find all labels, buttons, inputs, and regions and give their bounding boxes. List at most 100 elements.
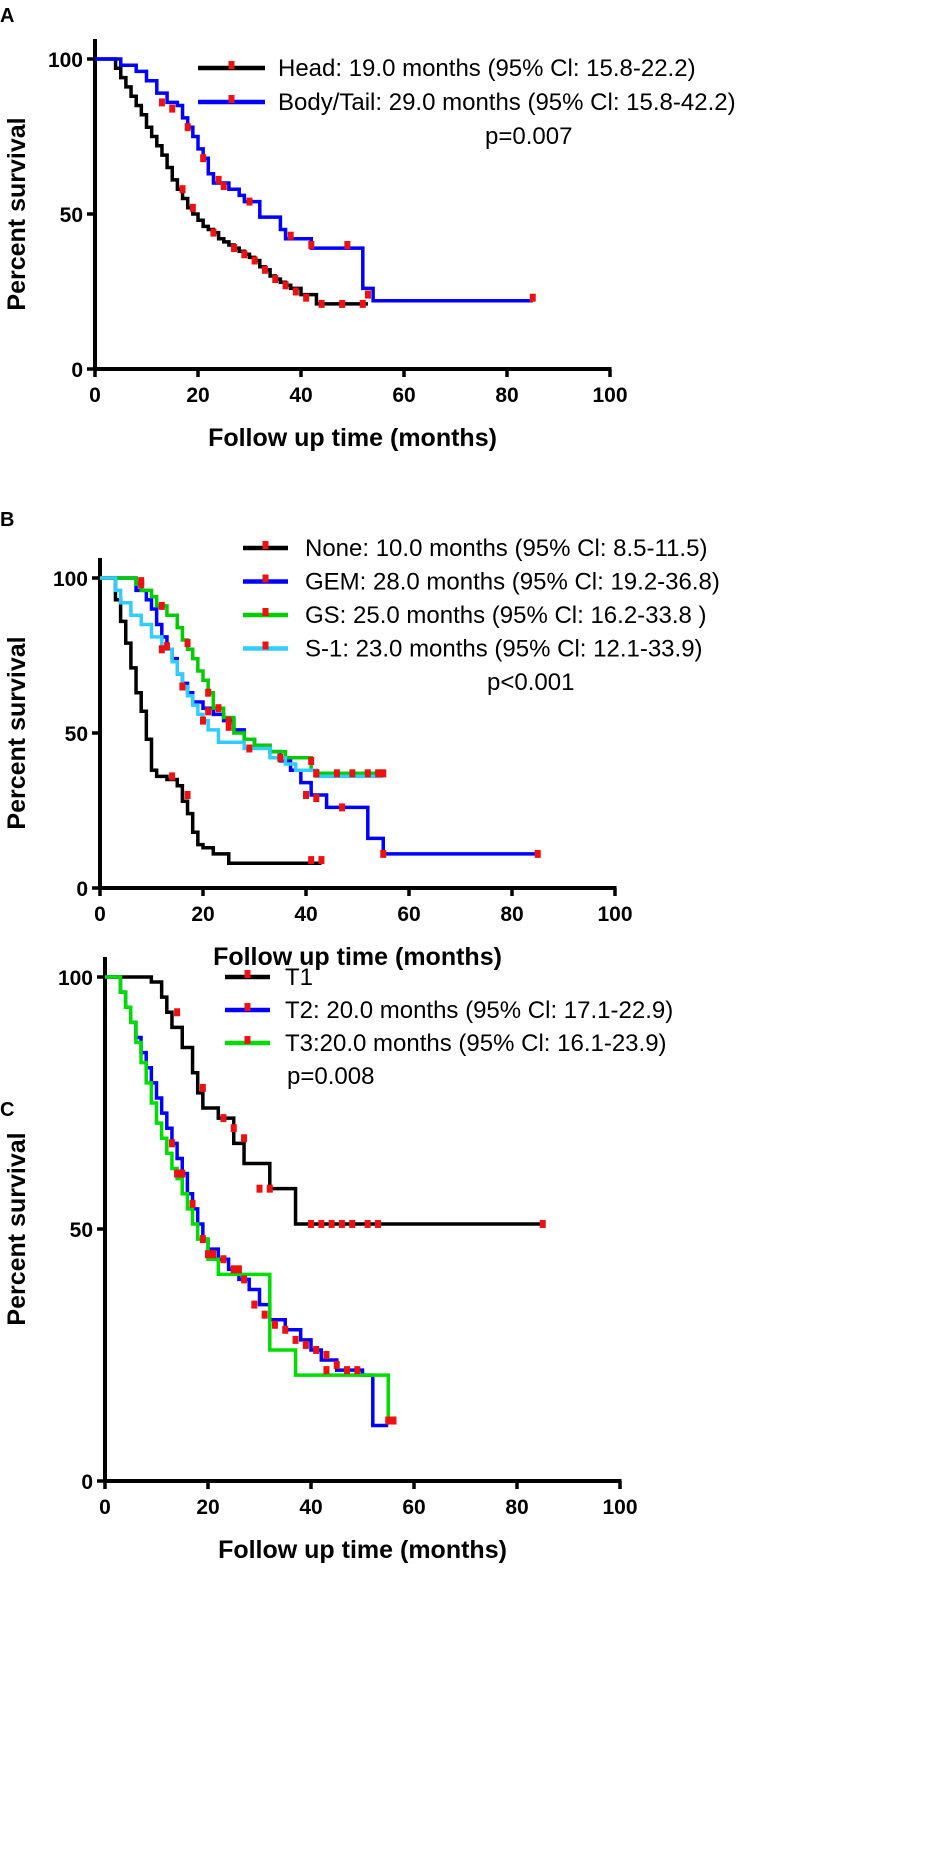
survival-curve-s-1 [100, 576, 384, 779]
censor-mark [344, 1366, 351, 1375]
censor-mark [323, 1351, 330, 1359]
panel-b-letter: B [0, 509, 14, 531]
censor-mark [385, 1416, 392, 1425]
censor-mark [179, 185, 186, 194]
legend-marker [228, 95, 235, 103]
censor-mark [184, 791, 191, 799]
x-tick-label: 0 [89, 384, 101, 407]
panel-c-chart: C 0 20 40 60 80 100 0 50 100 Follow up time (mont… [0, 957, 673, 1564]
legend-marker [228, 61, 235, 69]
p-value-label: p=0.007 [485, 123, 572, 150]
censor-mark [220, 1255, 227, 1264]
censor-mark [235, 1265, 242, 1274]
censor-mark [266, 1184, 273, 1193]
y-axis-title: Percent survival [3, 636, 31, 829]
censor-mark [303, 791, 309, 799]
legend-label: T1 [285, 964, 313, 991]
y-axis-title: Percent survival [3, 1132, 31, 1325]
survival-curve-t2 [105, 975, 389, 1428]
censor-mark [308, 856, 315, 865]
censor-mark [292, 1335, 299, 1344]
censor-mark [308, 756, 315, 765]
p-value-label: p<0.001 [487, 669, 574, 696]
censor-mark [220, 182, 227, 191]
censor-mark [158, 98, 165, 107]
censor-mark [246, 744, 253, 753]
censor-mark [375, 769, 382, 778]
x-tick-label: 80 [495, 384, 518, 407]
censor-mark [169, 104, 176, 113]
x-tick-label: 100 [597, 903, 632, 926]
censor-mark [174, 1008, 181, 1017]
censor-mark [308, 241, 315, 249]
censor-mark [158, 601, 165, 610]
legend-label: Head: 19.0 months (95% Cl: 15.8-22.2) [278, 55, 696, 82]
panel-c-letter: C [0, 1099, 14, 1121]
censor-mark [380, 849, 387, 858]
censor-mark [349, 1219, 356, 1228]
panel-a-letter: A [0, 5, 14, 27]
legend-label: T3:20.0 months (95% Cl: 16.1-23.9) [285, 1030, 667, 1057]
censor-mark [339, 299, 346, 308]
censor-mark [313, 769, 320, 778]
censor-mark [205, 688, 212, 697]
censor-mark [534, 849, 541, 858]
x-tick-label: 20 [186, 384, 209, 407]
y-tick-label: 0 [76, 878, 88, 901]
censor-mark [277, 753, 284, 762]
censor-mark [339, 803, 346, 812]
censor-mark [174, 1169, 181, 1178]
censor-mark [302, 1340, 309, 1349]
censor-mark [225, 722, 232, 731]
censor-mark [215, 175, 222, 184]
censor-mark [287, 231, 294, 240]
censor-mark [539, 1219, 546, 1228]
censor-mark [179, 1169, 186, 1178]
censor-mark [210, 1250, 217, 1259]
censor-mark [261, 265, 268, 274]
censor-mark [200, 154, 207, 163]
censor-mark [230, 1265, 237, 1274]
censor-mark [138, 580, 145, 589]
legend-marker [244, 1003, 251, 1011]
x-tick-label: 80 [505, 1496, 528, 1519]
censor-mark [313, 794, 320, 803]
legend-label: T2: 20.0 months (95% Cl: 17.1-22.9) [285, 997, 673, 1024]
x-axis-title: Follow up time (months) [213, 943, 502, 971]
x-tick-label: 40 [294, 903, 317, 926]
x-tick-label: 40 [299, 1496, 322, 1519]
legend-marker [262, 574, 269, 583]
x-axis-title: Follow up time (months) [218, 1536, 507, 1564]
censor-mark [354, 1366, 361, 1375]
legend-marker [262, 641, 269, 650]
censor-mark [179, 682, 186, 691]
censor-mark [380, 769, 387, 778]
survival-curve-gem [100, 576, 538, 856]
censor-mark [323, 1366, 330, 1375]
censor-mark [318, 856, 325, 865]
censor-mark [225, 716, 232, 725]
censor-mark [241, 250, 248, 259]
censor-mark [205, 1250, 211, 1259]
censor-mark [210, 228, 217, 237]
y-tick-label: 50 [65, 723, 88, 746]
censor-mark [241, 1275, 248, 1284]
censor-mark [333, 769, 340, 778]
x-tick-label: 0 [94, 903, 106, 926]
censor-mark [184, 639, 191, 648]
censor-mark [359, 299, 366, 308]
y-tick-label: 50 [60, 204, 83, 227]
censor-mark [189, 1199, 196, 1208]
x-tick-label: 80 [500, 903, 523, 926]
legend-label: None: 10.0 months (95% Cl: 8.5-11.5) [305, 535, 707, 562]
survival-curve-t1 [105, 975, 543, 1226]
legend-marker [262, 541, 269, 549]
x-tick-label: 20 [196, 1496, 219, 1519]
y-tick-label: 100 [53, 568, 88, 591]
x-tick-label: 100 [592, 384, 627, 407]
censor-mark [390, 1416, 397, 1425]
legend-marker [262, 608, 269, 616]
panel-a-chart: A 0 20 40 60 80 100 0 50 100 Follow up time (mont… [0, 5, 736, 452]
legend-label: Body/Tail: 29.0 months (95% Cl: 15.8-42.… [278, 89, 736, 116]
